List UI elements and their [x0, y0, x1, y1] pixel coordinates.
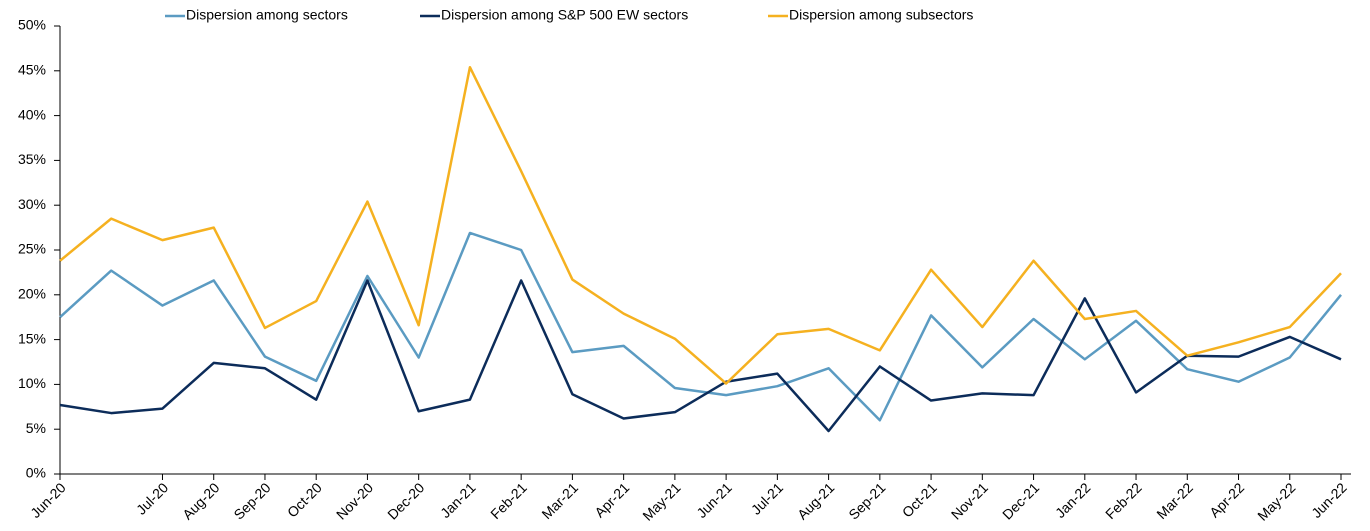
series-line — [59, 231, 1342, 422]
legend-label: Dispersion among subsectors — [789, 7, 973, 23]
x-tick-label: Feb-22 — [1102, 479, 1145, 522]
y-tick-label: 25% — [18, 241, 46, 257]
x-tick-label: Jul-21 — [748, 479, 786, 517]
x-tick-label: Aug-20 — [179, 479, 222, 522]
y-tick-label: 15% — [18, 330, 46, 346]
x-tick-label: May-22 — [1254, 479, 1298, 523]
x-tick-label: Aug-21 — [794, 479, 837, 522]
series-line — [59, 65, 1342, 385]
y-tick-label: 50% — [18, 17, 46, 33]
y-tick-label: 0% — [26, 465, 46, 481]
x-tick-label: Jul-20 — [133, 479, 171, 517]
x-tick-label: Dec-21 — [999, 479, 1042, 522]
x-tick-label: Mar-22 — [1153, 479, 1196, 522]
x-tick-label: Mar-21 — [538, 479, 581, 522]
x-tick-label: Jun-22 — [1308, 479, 1350, 521]
x-tick-label: Jun-21 — [693, 479, 735, 521]
x-tick-label: Nov-21 — [948, 479, 991, 522]
x-tick-label: Jan-21 — [437, 479, 479, 521]
series-line — [59, 279, 1342, 433]
x-tick-label: Apr-21 — [591, 479, 632, 520]
x-tick-label: Sep-21 — [845, 479, 888, 522]
x-tick-label: Apr-22 — [1206, 479, 1247, 520]
y-tick-label: 30% — [18, 196, 46, 212]
x-tick-label: May-21 — [639, 479, 683, 523]
x-tick-label: Dec-20 — [384, 479, 427, 522]
y-tick-label: 10% — [18, 375, 46, 391]
y-tick-label: 35% — [18, 151, 46, 167]
x-tick-label: Jan-22 — [1052, 479, 1094, 521]
x-tick-label: Sep-20 — [230, 479, 273, 522]
x-tick-label: Oct-21 — [899, 479, 940, 520]
y-tick-label: 20% — [18, 286, 46, 302]
y-tick-label: 5% — [26, 420, 46, 436]
legend-label: Dispersion among sectors — [186, 7, 348, 23]
y-tick-label: 45% — [18, 62, 46, 78]
x-tick-label: Feb-21 — [487, 479, 530, 522]
x-tick-label: Nov-20 — [333, 479, 376, 522]
x-tick-label: Jun-20 — [27, 479, 69, 521]
y-tick-label: 40% — [18, 106, 46, 122]
legend-label: Dispersion among S&P 500 EW sectors — [441, 7, 688, 23]
x-tick-label: Oct-20 — [284, 479, 325, 520]
